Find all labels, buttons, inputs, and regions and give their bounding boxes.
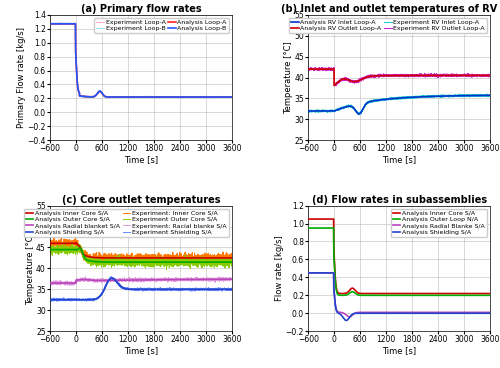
Legend: Analysis RV Inlet Loop-A, Analysis RV Outlet Loop-A, Experiment RV Inlet Loop-A,: Analysis RV Inlet Loop-A, Analysis RV Ou… [289, 18, 487, 33]
Title: (b) Inlet and outlet temperatures of RV (A): (b) Inlet and outlet temperatures of RV … [281, 4, 500, 14]
Legend: Experiment Loop-A, Experiment Loop-B, Analysis Loop-A, Analysis Loop-B: Experiment Loop-A, Experiment Loop-B, An… [94, 18, 228, 33]
Y-axis label: Temperature [°C]: Temperature [°C] [26, 232, 35, 305]
X-axis label: Time [s]: Time [s] [382, 346, 416, 355]
X-axis label: Time [s]: Time [s] [382, 155, 416, 164]
Y-axis label: Primary Flow rate [kg/s]: Primary Flow rate [kg/s] [17, 27, 26, 128]
Y-axis label: Flow rate [kg/s]: Flow rate [kg/s] [276, 236, 284, 301]
X-axis label: Time [s]: Time [s] [124, 155, 158, 164]
Title: (c) Core outlet temperatures: (c) Core outlet temperatures [62, 195, 220, 205]
Title: (a) Primary flow rates: (a) Primary flow rates [80, 4, 201, 14]
Y-axis label: Temperature [°C]: Temperature [°C] [284, 41, 293, 114]
Legend: Analysis Inner Core S/A, Analysis Outer Loop N/A, Analysis Radial Blanke S/A, An: Analysis Inner Core S/A, Analysis Outer … [391, 209, 487, 237]
X-axis label: Time [s]: Time [s] [124, 346, 158, 355]
Title: (d) Flow rates in subassemblies: (d) Flow rates in subassemblies [312, 195, 486, 205]
Legend: Analysis Inner Core S/A, Analysis Outer Core S/A, Analysis Radial blanket S/A, A: Analysis Inner Core S/A, Analysis Outer … [24, 209, 229, 237]
